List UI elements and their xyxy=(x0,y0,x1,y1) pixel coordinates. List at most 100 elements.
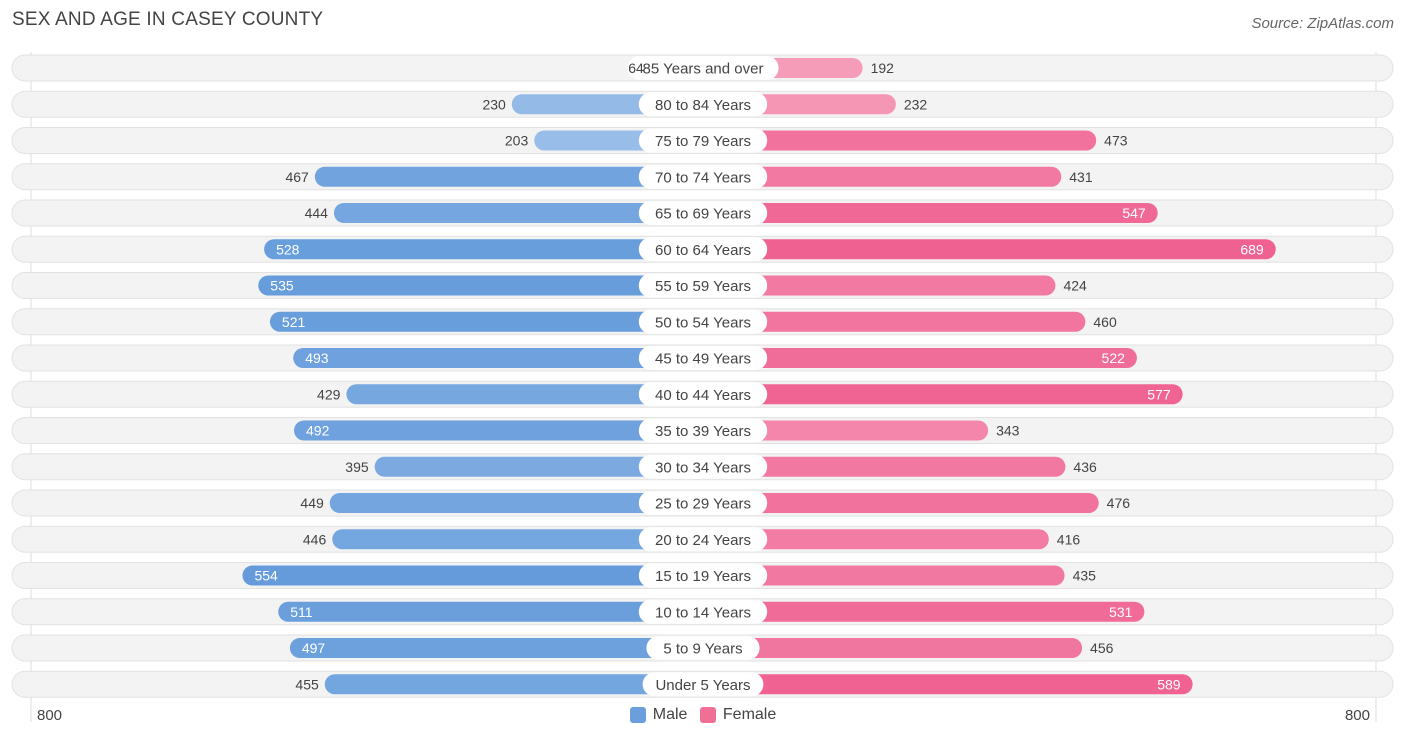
row-9: 40 to 44 Years 429 577 xyxy=(11,380,1394,408)
category-label: 15 to 19 Years xyxy=(655,568,751,585)
bar-female xyxy=(703,239,1276,260)
category-pill xyxy=(638,382,768,407)
legend: Male Female xyxy=(0,706,1406,728)
bar-female xyxy=(703,529,1049,550)
category-pill xyxy=(638,164,768,189)
category-pill xyxy=(642,672,764,697)
value-label-female: 431 xyxy=(1069,169,1093,185)
row-12: 25 to 29 Years 449 476 xyxy=(11,489,1394,517)
value-label-female: 531 xyxy=(1109,604,1133,620)
row-1: 80 to 84 Years 230 232 xyxy=(11,90,1394,118)
category-label: 25 to 29 Years xyxy=(655,496,751,513)
bar-female xyxy=(703,638,1083,658)
value-label-male: 449 xyxy=(300,495,324,511)
value-label-male: 444 xyxy=(305,205,329,221)
value-label-female: 460 xyxy=(1093,314,1117,330)
row-6: 55 to 59 Years 535 424 xyxy=(11,272,1394,299)
row-16: 5 to 9 Years 497 456 xyxy=(11,634,1394,662)
value-label-male: 492 xyxy=(306,423,330,439)
value-label-male: 64 xyxy=(628,60,644,76)
bar-male xyxy=(289,638,703,658)
row-2: 75 to 79 Years 203 473 xyxy=(11,127,1394,154)
bar-female xyxy=(703,384,1183,405)
bar-female xyxy=(703,203,1158,223)
row-5: 60 to 64 Years 528 689 xyxy=(11,235,1394,263)
category-label: Under 5 Years xyxy=(655,677,750,694)
source-label: Source: ZipAtlas.com xyxy=(1251,15,1394,32)
category-label: 35 to 39 Years xyxy=(655,423,751,440)
legend-swatch-female xyxy=(699,707,716,723)
bar-male xyxy=(294,420,703,441)
chart-title: SEX AND AGE IN CASEY COUNTY xyxy=(12,9,324,30)
row-14: 15 to 19 Years 554 435 xyxy=(11,562,1394,589)
category-label: 5 to 9 Years xyxy=(663,641,742,658)
bar-male xyxy=(346,384,703,405)
category-pill xyxy=(638,454,768,479)
bar-female xyxy=(703,420,989,441)
bar-female xyxy=(703,275,1056,296)
value-label-female: 547 xyxy=(1122,205,1146,221)
category-label: 20 to 24 Years xyxy=(655,532,751,549)
category-pill xyxy=(638,563,768,588)
bar-female xyxy=(703,565,1065,586)
value-label-male: 455 xyxy=(295,676,319,692)
category-pill xyxy=(638,599,768,624)
value-label-female: 689 xyxy=(1240,241,1264,257)
value-label-female: 577 xyxy=(1147,386,1171,402)
category-label: 60 to 64 Years xyxy=(655,242,751,259)
value-label-female: 343 xyxy=(996,423,1020,439)
bar-male xyxy=(374,456,703,477)
bar-female xyxy=(703,166,1062,187)
value-label-female: 436 xyxy=(1073,459,1097,475)
bar-male xyxy=(314,166,703,187)
category-pill xyxy=(638,273,768,298)
axis-right-label: 800 xyxy=(1344,707,1370,724)
category-label: 70 to 74 Years xyxy=(655,169,751,186)
row-10: 35 to 39 Years 492 343 xyxy=(11,417,1394,444)
row-4: 65 to 69 Years 444 547 xyxy=(11,199,1394,227)
bar-male xyxy=(329,493,703,513)
bar-female xyxy=(703,348,1137,368)
value-label-male: 446 xyxy=(303,531,327,547)
value-label-male: 467 xyxy=(285,169,309,185)
row-11: 30 to 34 Years 395 436 xyxy=(11,453,1394,481)
category-pill xyxy=(646,636,760,660)
value-label-female: 476 xyxy=(1107,495,1131,511)
bar-male xyxy=(333,203,703,223)
category-label: 30 to 34 Years xyxy=(655,459,751,476)
category-label: 80 to 84 Years xyxy=(655,97,751,114)
value-label-female: 473 xyxy=(1104,133,1128,149)
value-label-male: 554 xyxy=(254,568,278,584)
axis-left-label: 800 xyxy=(37,707,63,724)
row-7: 50 to 54 Years 521 460 xyxy=(11,308,1394,336)
value-label-female: 424 xyxy=(1063,278,1087,294)
value-label-male: 395 xyxy=(345,459,369,475)
value-label-female: 416 xyxy=(1057,531,1081,547)
value-label-male: 528 xyxy=(276,241,300,257)
category-label: 75 to 79 Years xyxy=(655,133,751,150)
value-label-male: 535 xyxy=(270,278,294,294)
category-label: 50 to 54 Years xyxy=(655,314,751,331)
value-label-female: 232 xyxy=(904,96,928,112)
bar-female xyxy=(703,493,1099,513)
row-13: 20 to 24 Years 446 416 xyxy=(11,525,1394,553)
value-label-male: 230 xyxy=(482,96,506,112)
category-label: 65 to 69 Years xyxy=(655,206,751,223)
legend-swatch-male xyxy=(629,707,646,723)
bar-female xyxy=(703,130,1097,151)
category-label: 40 to 44 Years xyxy=(655,387,751,404)
category-label: 55 to 59 Years xyxy=(655,278,751,295)
category-pill xyxy=(638,491,768,515)
value-label-male: 497 xyxy=(302,640,326,656)
bar-female xyxy=(703,601,1145,622)
row-15: 10 to 14 Years 511 531 xyxy=(11,598,1394,626)
bar-male xyxy=(269,311,703,332)
row-8: 45 to 49 Years 493 522 xyxy=(11,344,1394,372)
category-pill xyxy=(638,346,768,370)
legend-item-female: Female xyxy=(699,706,776,724)
bar-male xyxy=(264,239,703,260)
category-pill xyxy=(638,237,768,262)
value-label-male: 429 xyxy=(317,386,341,402)
